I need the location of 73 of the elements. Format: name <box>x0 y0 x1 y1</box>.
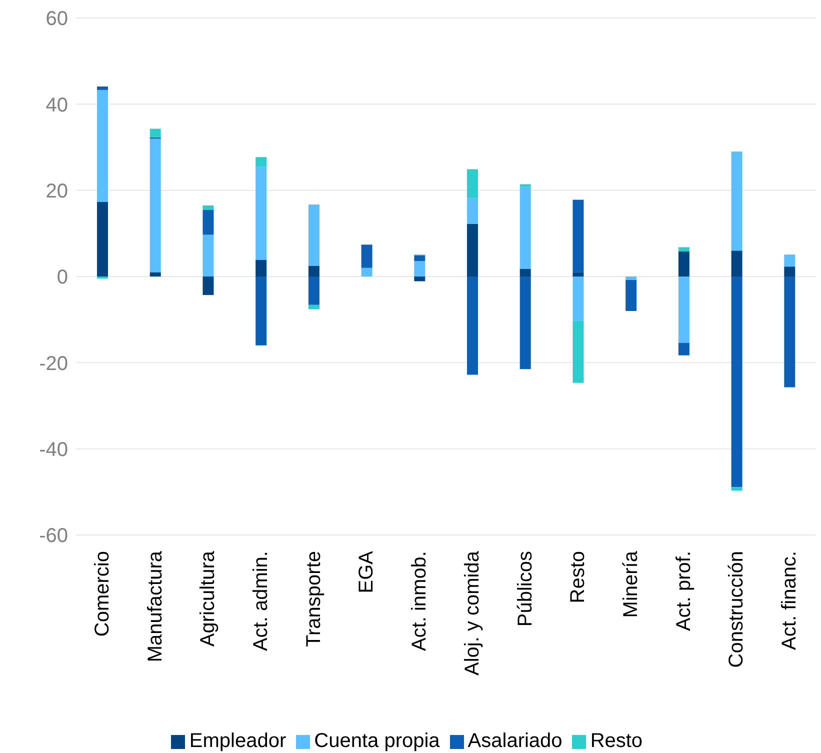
bar <box>97 90 108 202</box>
bar <box>256 157 267 167</box>
bar <box>150 272 161 276</box>
bar <box>678 252 690 276</box>
bar <box>520 276 531 370</box>
bar <box>361 268 372 276</box>
bar <box>414 260 426 276</box>
bar <box>572 276 584 321</box>
bar <box>520 268 531 276</box>
bar <box>150 138 161 272</box>
bar <box>467 198 478 224</box>
bar <box>731 250 742 276</box>
bar <box>731 276 742 488</box>
legend-label: Resto <box>590 730 643 752</box>
y-tick-label: 60 <box>46 8 68 30</box>
x-tick-label: Resto <box>567 551 590 604</box>
y-tick-label: -20 <box>39 352 68 375</box>
bar <box>308 204 320 266</box>
bar <box>256 166 267 260</box>
bar <box>520 184 531 187</box>
bar <box>467 224 478 276</box>
bar <box>97 202 108 276</box>
x-tick-label: EGA <box>356 550 378 594</box>
y-tick-label: 40 <box>46 94 68 116</box>
legend-label: Cuenta propia <box>314 730 440 752</box>
y-tick-label: -60 <box>39 525 68 548</box>
bar <box>202 210 214 235</box>
bar <box>678 247 690 252</box>
bar <box>256 276 267 346</box>
y-tick-label: 0 <box>56 266 68 289</box>
x-tick-label: Minería <box>620 550 642 618</box>
x-tick-label: Transporte <box>302 551 325 647</box>
bar <box>308 266 320 276</box>
y-tick-label: -40 <box>39 438 68 461</box>
bar <box>467 169 478 198</box>
bar <box>202 276 214 296</box>
bar <box>97 86 108 90</box>
bar <box>572 200 584 272</box>
bar <box>731 487 742 491</box>
bar <box>256 260 267 276</box>
x-tick-label: Construcción <box>726 551 748 668</box>
x-tick-label: Act. prof. <box>672 551 695 632</box>
bar <box>572 272 584 276</box>
bar <box>678 276 690 343</box>
x-tick-label: Act. financ. <box>778 551 801 650</box>
bar <box>202 234 214 276</box>
bar <box>202 205 214 210</box>
bar <box>626 280 637 311</box>
legend-label: Asalariado <box>468 730 562 752</box>
x-tick-label: Comercio <box>91 551 114 637</box>
bar <box>784 276 796 388</box>
bar <box>361 244 372 268</box>
bar <box>626 276 637 280</box>
x-tick-label: Públicos <box>514 551 536 627</box>
bar <box>678 342 690 356</box>
bar <box>467 276 478 375</box>
bar <box>572 320 584 383</box>
legend-label: Empleador <box>189 730 286 752</box>
bar <box>520 186 531 269</box>
x-tick-label: Act. inmob. <box>408 551 431 652</box>
bar <box>784 266 796 276</box>
x-tick-label: Agricultura <box>197 550 220 647</box>
bar <box>731 152 742 251</box>
x-tick-label: Act. admin. <box>250 551 272 652</box>
bar <box>308 276 320 305</box>
y-tick-label: 20 <box>46 180 68 202</box>
bar <box>414 255 426 261</box>
x-tick-label: Aloj. y comida <box>461 550 484 676</box>
bar <box>784 254 796 267</box>
bar <box>414 276 426 282</box>
x-tick-label: Manufactura <box>144 550 166 662</box>
bar <box>308 304 320 310</box>
bar <box>150 128 161 138</box>
